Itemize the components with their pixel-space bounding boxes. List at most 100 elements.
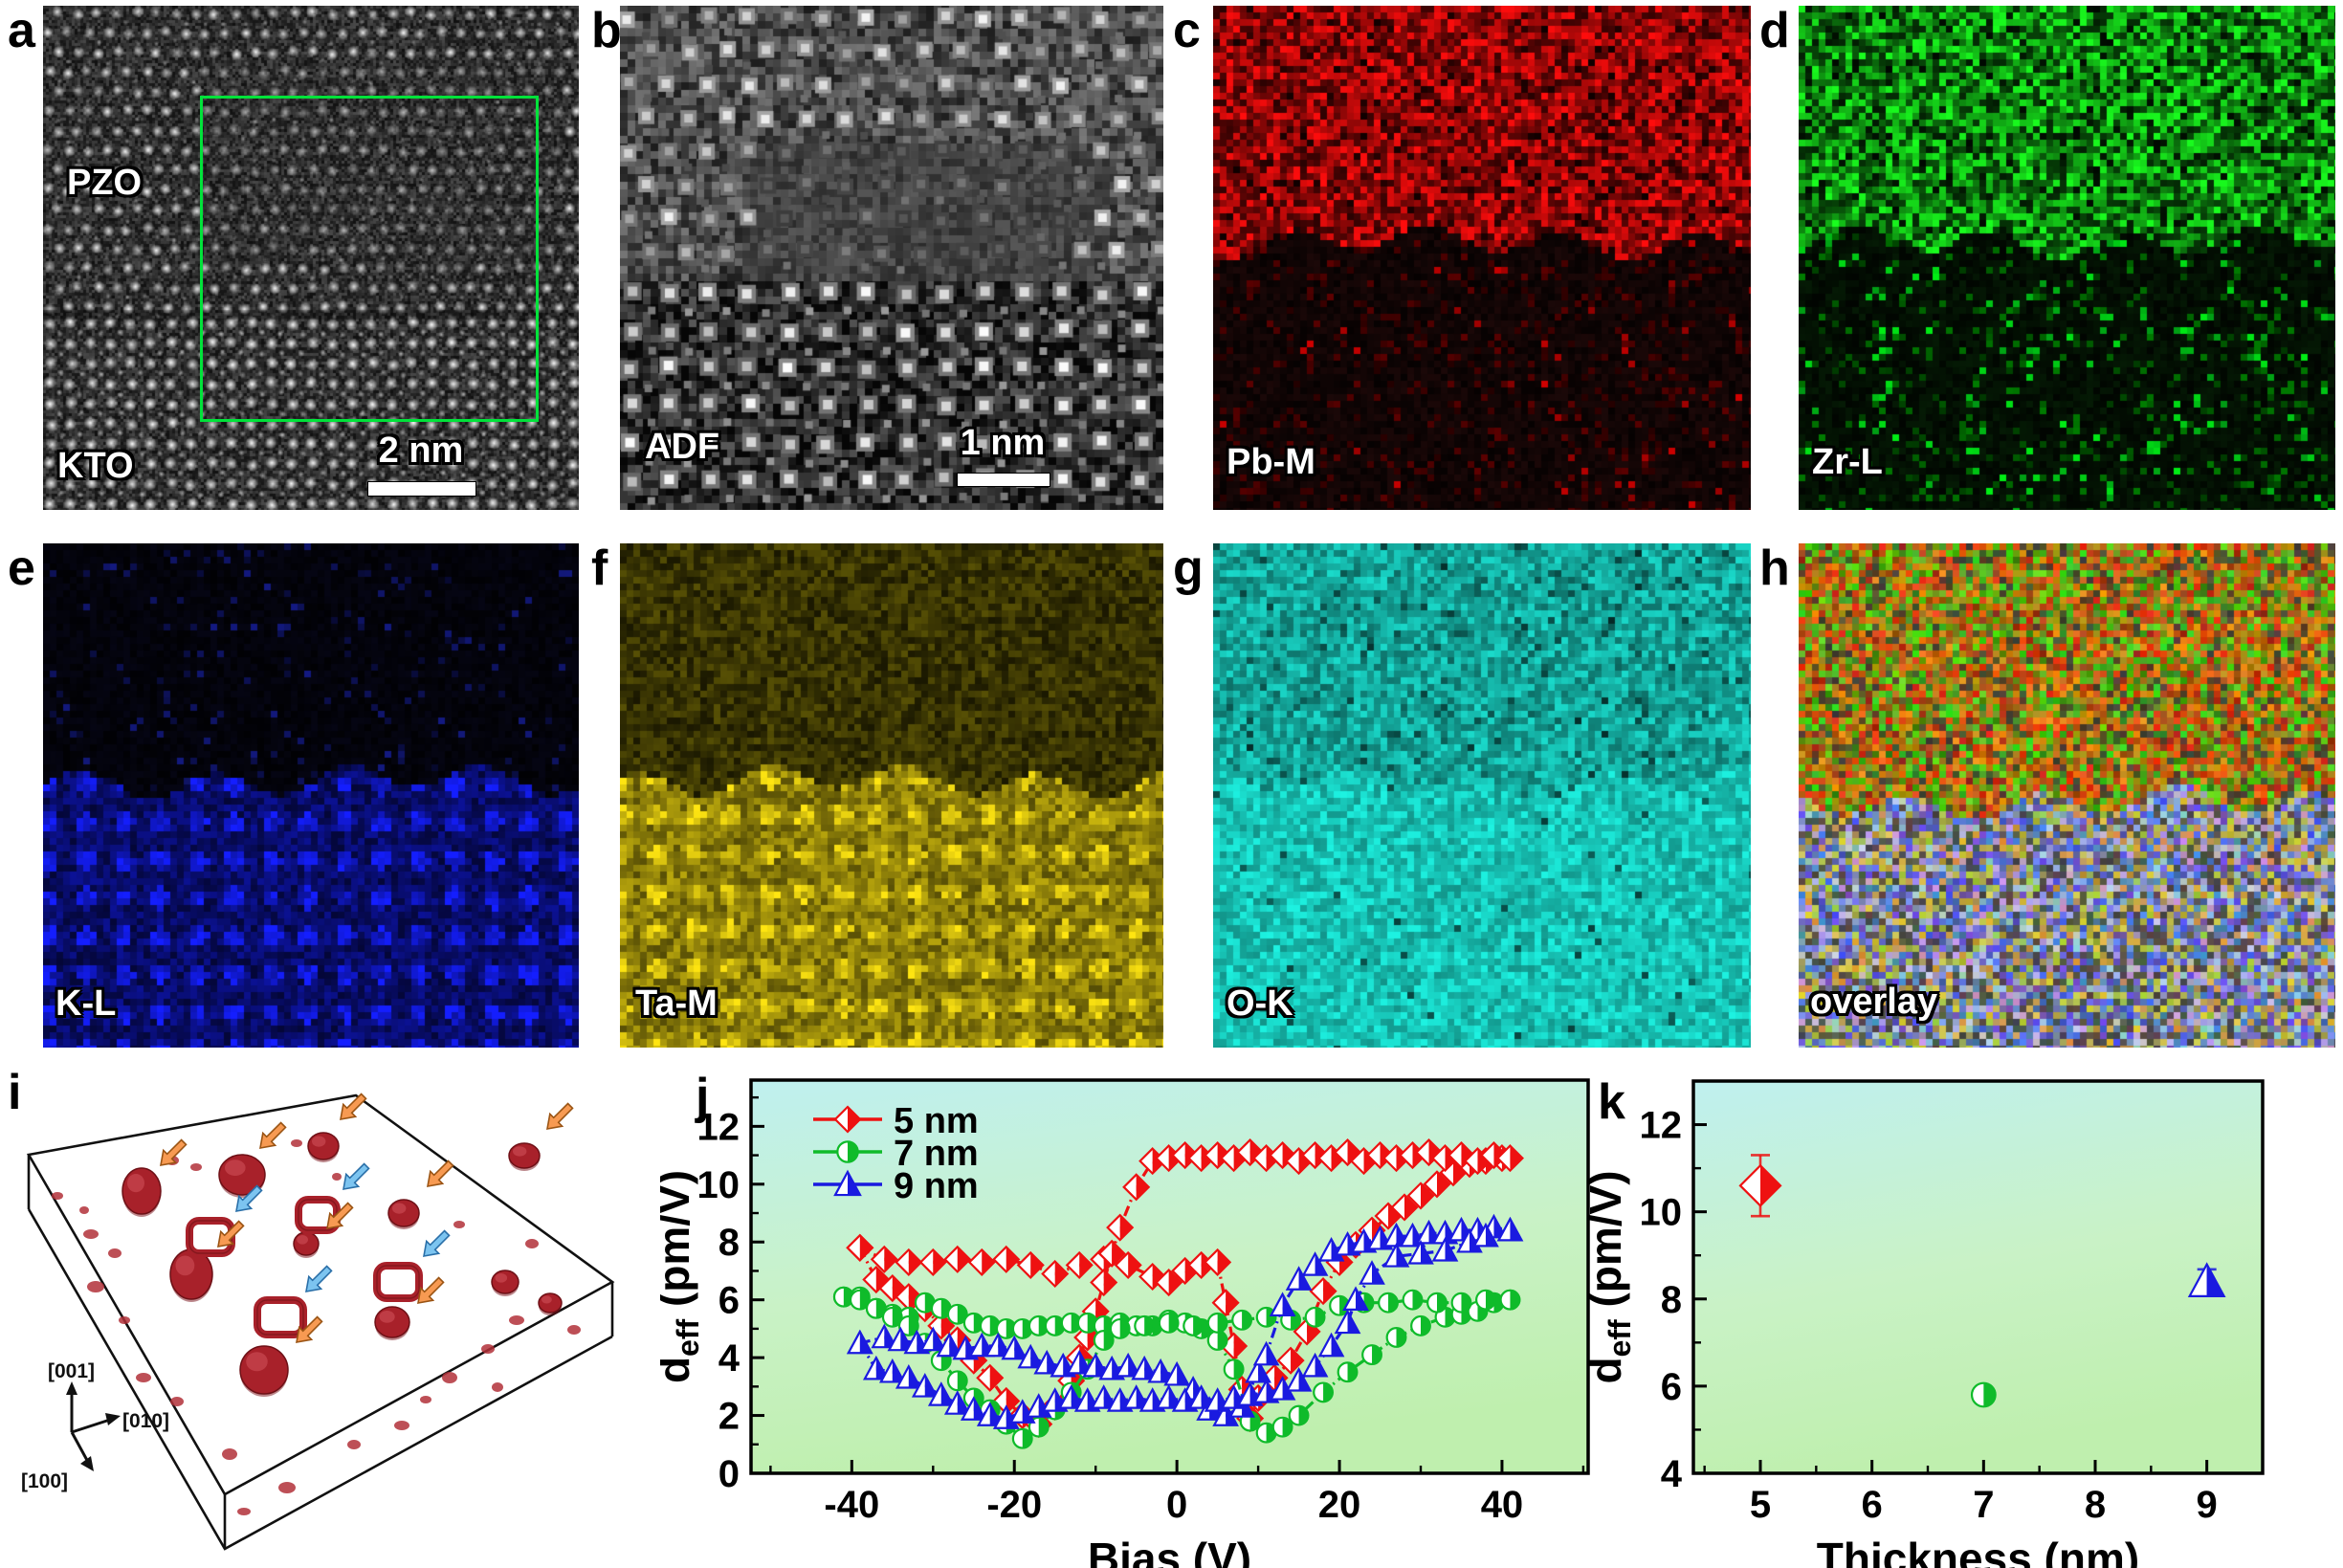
data-marker-circle	[1361, 1344, 1382, 1366]
data-marker-circle	[897, 1314, 919, 1336]
data-marker-diamond	[833, 1105, 862, 1134]
data-marker-diamond	[1041, 1259, 1070, 1289]
data-marker-triangle	[919, 1326, 947, 1352]
data-marker-triangle	[927, 1381, 955, 1406]
data-marker-diamond	[870, 1245, 898, 1273]
panel-f-ta-map	[620, 543, 1163, 1048]
data-marker-triangle	[1472, 1222, 1499, 1248]
data-marker-circle	[1011, 1317, 1033, 1339]
data-marker-triangle	[1431, 1236, 1459, 1262]
data-marker-triangle	[936, 1332, 963, 1358]
data-marker-triangle	[1163, 1360, 1190, 1386]
panel-c-pb-map	[1213, 6, 1751, 510]
x-axis-label: Bias (V)	[1088, 1534, 1251, 1568]
data-marker-diamond	[1406, 1182, 1435, 1210]
panel-letter-d: d	[1759, 3, 1790, 58]
data-marker-triangle	[878, 1358, 906, 1383]
data-marker-triangle	[1017, 1343, 1045, 1369]
y-tick-label: 12	[1640, 1105, 1683, 1147]
data-marker-diamond	[1276, 1346, 1305, 1375]
panel-letter-j: j	[696, 1069, 710, 1124]
data-marker-circle	[914, 1292, 936, 1314]
data-marker-triangle	[1480, 1213, 1508, 1239]
data-marker-triangle	[1001, 1335, 1028, 1360]
data-marker-circle	[1231, 1309, 1253, 1331]
scalebar-a	[367, 481, 476, 497]
label-overlay: overlay	[1810, 982, 1938, 1022]
data-marker-circle	[1313, 1381, 1334, 1403]
scalebar-label-b: 1 nm	[960, 423, 1046, 463]
isosurface-3d-rendering: [001] [010] [100]	[21, 1093, 615, 1551]
data-marker-triangle	[1456, 1227, 1483, 1253]
panel-b-adf-image	[620, 6, 1163, 510]
x-tick-label: 8	[2085, 1484, 2106, 1526]
data-marker-triangle	[960, 1396, 987, 1421]
panel-g-o-map	[1213, 543, 1751, 1048]
data-marker-circle	[1044, 1314, 1066, 1336]
panel-letter-f: f	[591, 541, 608, 596]
data-marker-triangle	[1187, 1384, 1215, 1409]
data-marker-diamond	[1065, 1250, 1094, 1279]
data-marker-triangle	[833, 1169, 862, 1197]
data-marker-diamond	[943, 1245, 972, 1273]
data-marker-circle	[1271, 1416, 1293, 1438]
data-marker-triangle	[1448, 1216, 1475, 1242]
data-marker-diamond	[1211, 1289, 1240, 1317]
data-marker-diamond	[1495, 1144, 1525, 1173]
x-tick-label: 20	[1318, 1484, 1361, 1526]
data-marker-circle	[1183, 1314, 1205, 1336]
data-marker-triangle	[2187, 1262, 2226, 1297]
y-tick-label: 0	[718, 1453, 740, 1495]
axis-label-010: [010]	[122, 1410, 169, 1432]
adf-zoom-image	[620, 6, 1163, 510]
data-marker-diamond	[1106, 1213, 1135, 1242]
scalebar-b	[957, 473, 1050, 487]
y-tick-label: 12	[697, 1106, 740, 1148]
label-zr-l: Zr-L	[1812, 442, 1883, 482]
data-marker-diamond	[992, 1245, 1021, 1273]
panel-letter-i: i	[8, 1065, 22, 1120]
y-tick-label: 10	[1640, 1192, 1683, 1234]
data-marker-circle	[1385, 1327, 1407, 1348]
region-of-interest-box	[200, 96, 539, 422]
eds-map-ta	[620, 543, 1163, 1048]
data-marker-triangle	[1301, 1251, 1329, 1276]
y-tick-label: 6	[718, 1280, 740, 1322]
data-marker-circle	[1475, 1289, 1496, 1311]
deff-vs-bias-chart: -40 -20 0 20 40 0 2 4 6 8 10 12 Bias (V) deff (pm/V) 5…	[649, 1078, 1590, 1568]
data-marker-circle	[1109, 1317, 1131, 1339]
data-marker-circle	[1970, 1381, 1997, 1408]
data-marker-triangle	[1050, 1352, 1077, 1378]
data-marker-circle	[881, 1306, 903, 1328]
label-pzo: PZO	[67, 163, 143, 203]
data-marker-diamond	[1122, 1173, 1151, 1202]
data-marker-diamond	[927, 1312, 956, 1340]
y-tick-label: 10	[697, 1164, 740, 1206]
data-marker-diamond	[1016, 1250, 1045, 1279]
data-marker-circle	[1288, 1404, 1310, 1426]
data-marker-circle	[1011, 1427, 1033, 1449]
data-marker-triangle	[1269, 1292, 1296, 1317]
panel-h-overlay-map	[1799, 543, 2335, 1048]
panel-letter-b: b	[591, 3, 622, 58]
data-marker-triangle	[911, 1373, 939, 1398]
data-marker-triangle	[1236, 1381, 1264, 1406]
data-marker-triangle	[1131, 1355, 1159, 1380]
panel-letter-g: g	[1173, 541, 1204, 596]
data-marker-diamond	[976, 1363, 1005, 1392]
panel-e-k-map	[43, 543, 579, 1048]
y-tick-label: 4	[1661, 1453, 1683, 1495]
data-marker-triangle	[992, 1404, 1020, 1429]
x-tick-label: -40	[824, 1484, 879, 1526]
data-marker-triangle	[1317, 1332, 1345, 1358]
panel-letter-k: k	[1598, 1074, 1625, 1130]
x-tick-label: 9	[2197, 1484, 2218, 1526]
data-marker-diamond	[895, 1248, 923, 1276]
data-marker-diamond	[1204, 1248, 1232, 1276]
data-marker-circle	[1402, 1289, 1424, 1311]
panel-letter-a: a	[8, 3, 35, 58]
data-marker-circle	[1450, 1292, 1472, 1314]
data-marker-triangle	[1285, 1366, 1313, 1392]
data-marker-circle	[962, 1312, 984, 1334]
